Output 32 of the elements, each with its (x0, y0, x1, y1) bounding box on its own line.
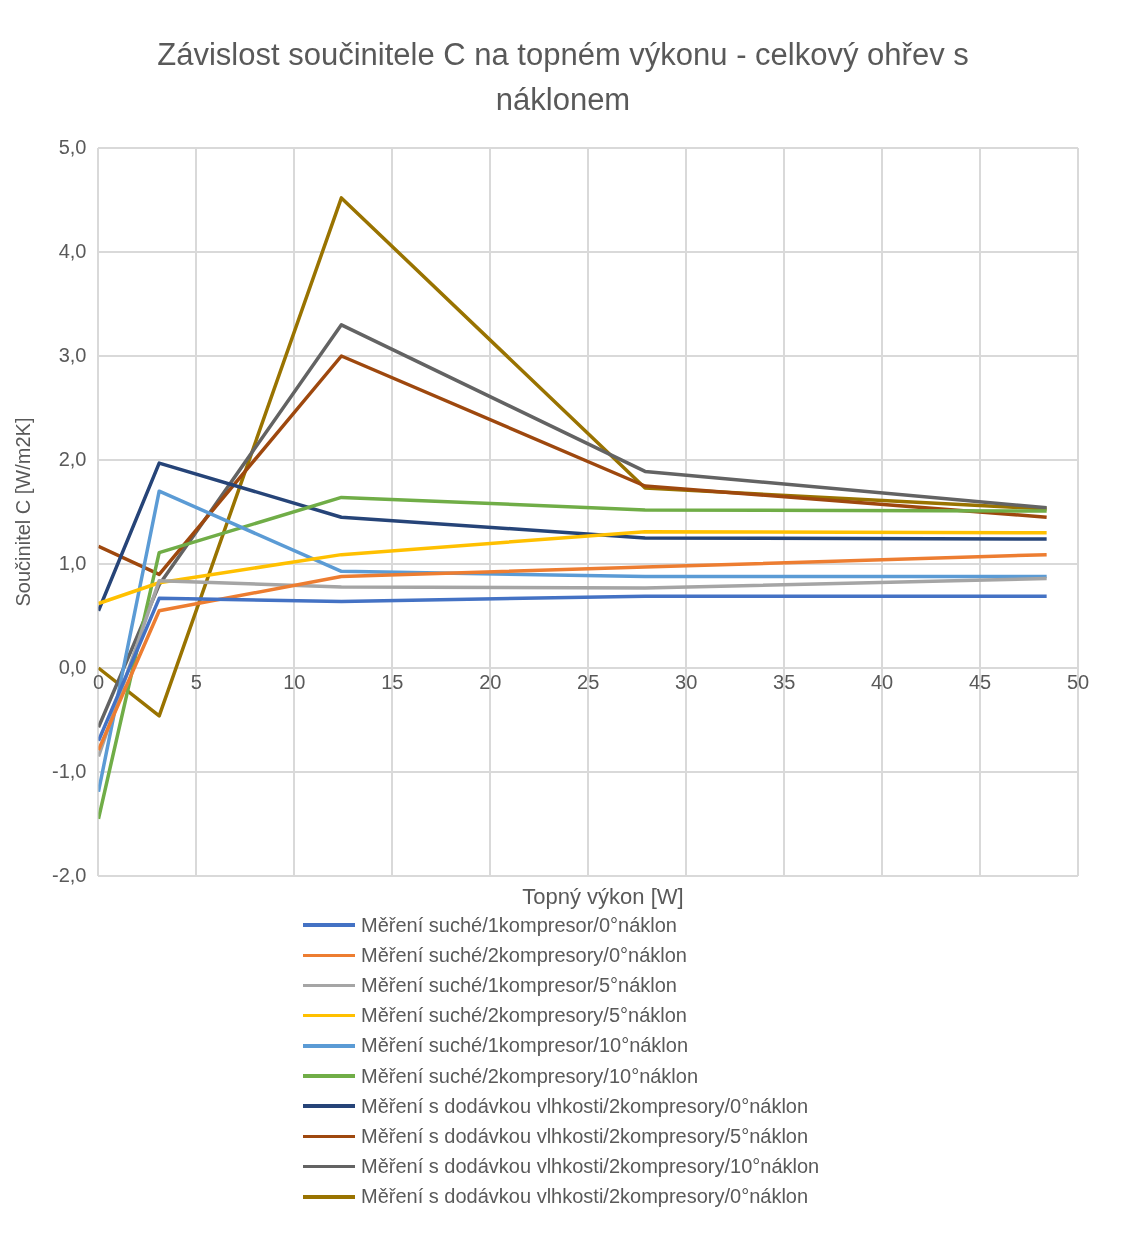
x-tick-label: 10 (283, 670, 306, 693)
y-axis-title: Součinitel C [W/m2K] (11, 417, 34, 607)
x-tick-label: 50 (1066, 670, 1090, 693)
y-tick-label: 5,0 (58, 135, 87, 158)
legend-label: Měření suché/1kompresor/5°náklon (361, 973, 677, 997)
x-tick-label: 40 (870, 670, 894, 693)
y-tick-label: -2,0 (51, 863, 87, 886)
legend-label: Měření suché/1kompresor/0°náklon (361, 913, 677, 937)
y-tick-label: 0,0 (58, 655, 87, 678)
x-tick-label: 25 (577, 670, 600, 693)
legend-label: Měření s dodávkou vlhkosti/2kompresory/0°náklon (361, 1094, 809, 1118)
x-tick-label: 30 (675, 670, 698, 693)
chart-title: Závislost součinitele C na topném výkonu - celkový ohřev s náklonem (156, 36, 970, 119)
legend-label: Měření suché/2kompresory/0°náklon (361, 943, 687, 967)
legend-label: Měření s dodávkou vlhkosti/2kompresory/5°náklon (361, 1124, 809, 1148)
x-tick-label: 35 (773, 670, 796, 693)
y-tick-label: -1,0 (51, 759, 87, 782)
x-tick-label: 15 (381, 670, 404, 693)
y-tick-label: 4,0 (58, 239, 87, 262)
y-tick-label: 2,0 (58, 447, 87, 470)
legend-label: Měření s dodávkou vlhkosti/2kompresory/10°náklon (361, 1155, 820, 1179)
legend-label: Měření suché/2kompresory/5°náklon (361, 1004, 687, 1028)
y-tick-label: 1,0 (58, 551, 87, 574)
x-tick-label: 5 (190, 670, 202, 693)
legend-label: Měření suché/1kompresor/10°náklon (361, 1034, 689, 1058)
x-tick-label: 45 (968, 670, 992, 693)
x-tick-label: 0 (92, 670, 105, 693)
x-axis-title: Topný výkon [W] (521, 884, 685, 910)
y-tick-label: 3,0 (58, 343, 87, 366)
legend-label: Měření suché/2kompresory/10°náklon (361, 1064, 699, 1088)
legend-label: Měření s dodávkou vlhkosti/2kompresory/0°náklon (361, 1185, 809, 1209)
x-tick-label: 20 (479, 670, 502, 693)
